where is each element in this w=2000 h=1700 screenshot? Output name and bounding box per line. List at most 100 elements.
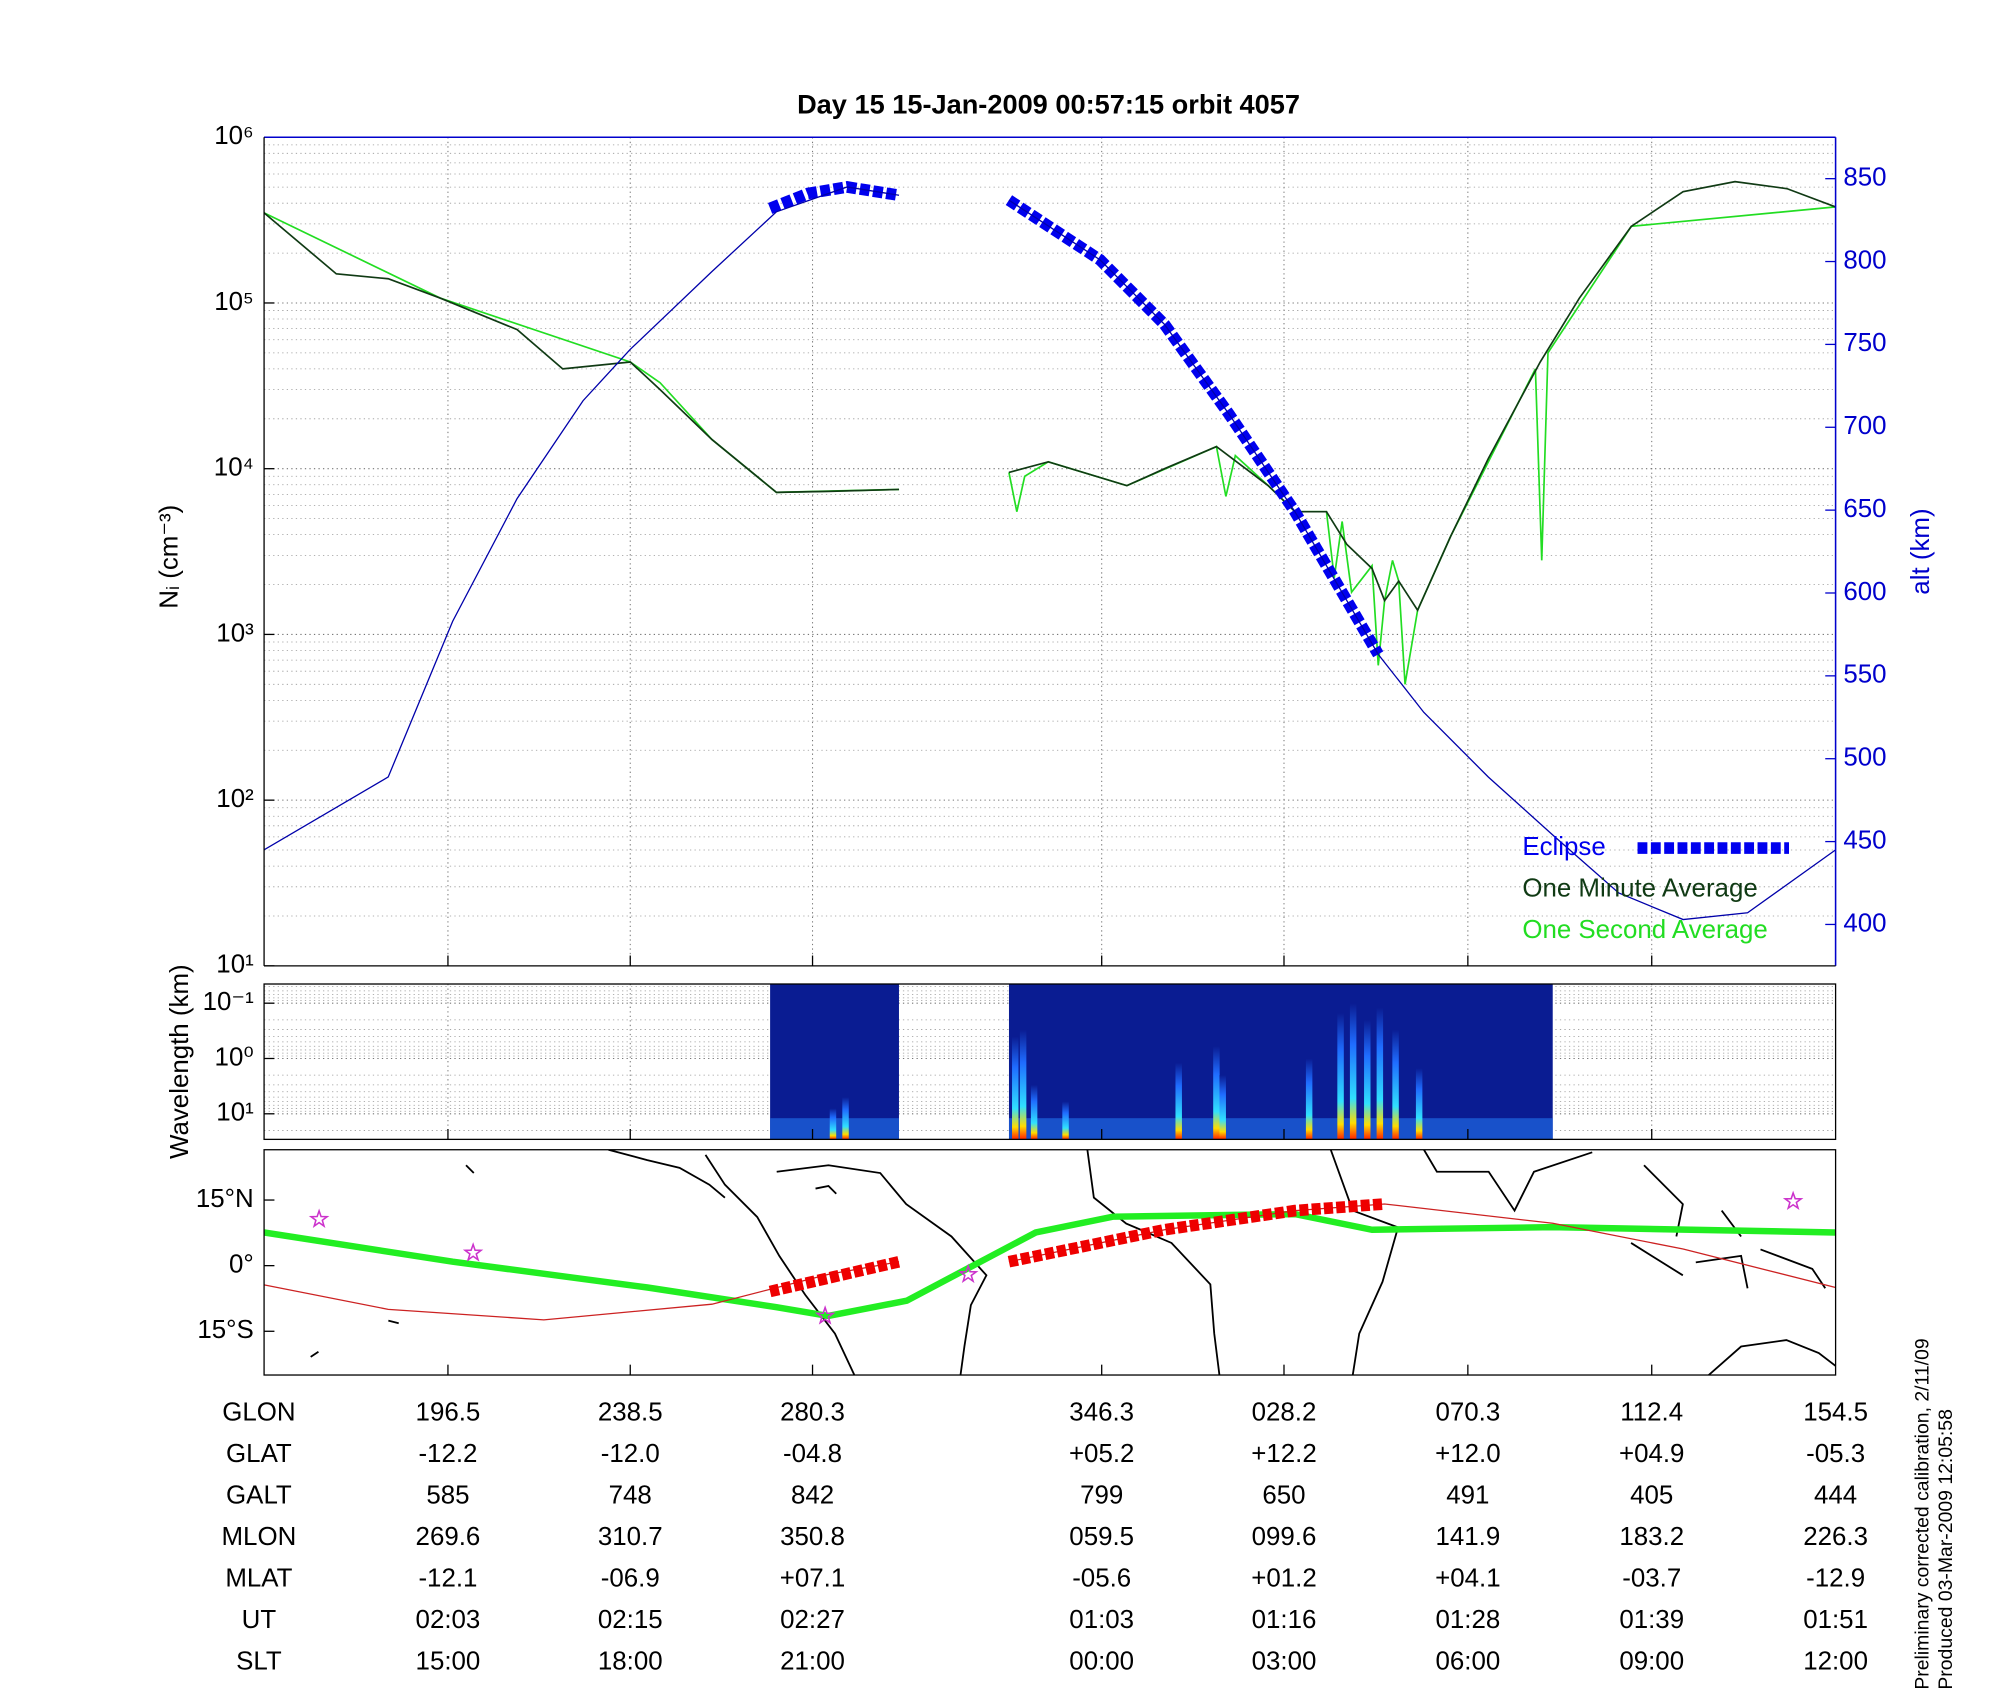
- table-cell: +04.1: [1435, 1564, 1500, 1592]
- table-cell: 748: [609, 1482, 652, 1510]
- table-cell: 01:28: [1435, 1606, 1500, 1634]
- note: Preliminary corrected calibration, 2/11/…: [1912, 1338, 1934, 1689]
- legend-label: Eclipse: [1522, 833, 1605, 861]
- data-line: [264, 180, 1836, 612]
- y2-tick-label: 700: [1843, 412, 1886, 440]
- table-cell: +12.0: [1435, 1440, 1500, 1468]
- table-cell: 350.8: [780, 1523, 845, 1551]
- spectrogram-burst: [842, 1097, 849, 1140]
- frame: [263, 1149, 1837, 1376]
- table-cell: 112.4: [1620, 1399, 1683, 1427]
- spectrogram-burst: [1376, 1007, 1384, 1140]
- table-cell: 444: [1814, 1482, 1857, 1510]
- data-line: [768, 1198, 1386, 1298]
- table-cell: 01:16: [1252, 1606, 1317, 1634]
- coastline: [310, 1164, 837, 1358]
- table-cell: -12.1: [418, 1564, 477, 1592]
- table-cell: 070.3: [1435, 1399, 1500, 1427]
- table-cell: 280.3: [780, 1399, 845, 1427]
- table-cell: 059.5: [1069, 1523, 1134, 1551]
- row-label: UT: [242, 1606, 277, 1634]
- table-cell: 15:00: [416, 1647, 481, 1675]
- table-cell: 799: [1080, 1482, 1123, 1510]
- star-marker: [1782, 1190, 1804, 1211]
- y-tick-label: 10²: [216, 785, 254, 813]
- legend-label: One Minute Average: [1522, 874, 1757, 902]
- coastline: [1423, 1149, 1593, 1213]
- y2-axis-label: alt (km): [1907, 508, 1935, 594]
- data-line: [264, 1203, 1836, 1321]
- data-line: [264, 1210, 1836, 1320]
- table-cell: 02:15: [598, 1606, 663, 1634]
- spectrogram-burst: [1364, 1019, 1371, 1140]
- y2-tick-label: 400: [1843, 909, 1886, 937]
- plot-area: [264, 1190, 1836, 1325]
- y2-tick-label: 500: [1843, 744, 1886, 772]
- row-label: MLON: [222, 1523, 297, 1551]
- table-cell: 491: [1446, 1482, 1489, 1510]
- spectrogram-segment: [1008, 984, 1553, 1140]
- y2-tick-label: 750: [1843, 329, 1886, 357]
- y-tick-label: 10⁰: [215, 1043, 254, 1071]
- table-cell: 842: [791, 1482, 834, 1510]
- y-tick-label: 10¹: [216, 951, 254, 979]
- star-marker: [957, 1263, 979, 1284]
- plot-area: [264, 984, 1836, 1140]
- table-cell: 01:03: [1069, 1606, 1134, 1634]
- y-tick-label: 10⁴: [214, 454, 254, 482]
- y-tick-label: 10⁵: [214, 288, 254, 316]
- spectrogram-burst: [1012, 1036, 1019, 1140]
- row-label: MLAT: [225, 1564, 292, 1592]
- y2-tick-label: 850: [1843, 164, 1886, 192]
- table-cell: 06:00: [1435, 1647, 1500, 1675]
- row-label: GLAT: [226, 1440, 292, 1468]
- spectrogram-burst: [1062, 1101, 1069, 1140]
- table-cell: +07.1: [780, 1564, 845, 1592]
- table-cell: 226.3: [1803, 1523, 1868, 1551]
- table-cell: 099.6: [1252, 1523, 1317, 1551]
- table-cell: -12.0: [601, 1440, 660, 1468]
- table-cell: 09:00: [1619, 1647, 1684, 1675]
- coastline: [1329, 1149, 1400, 1376]
- y2-tick-label: 450: [1843, 826, 1886, 854]
- table-cell: 03:00: [1252, 1647, 1317, 1675]
- y-tick-label: 10³: [216, 619, 254, 647]
- table-cell: 585: [426, 1482, 469, 1510]
- coastline: [1086, 1149, 1221, 1376]
- data-line: [264, 186, 1836, 921]
- spectrogram-burst: [1219, 1075, 1226, 1140]
- table-cell: 01:51: [1803, 1606, 1868, 1634]
- table-cell: +04.9: [1619, 1440, 1684, 1468]
- spectrogram-floor: [1008, 1118, 1553, 1140]
- table-cell: -05.3: [1806, 1440, 1865, 1468]
- table-cell: -12.2: [418, 1440, 477, 1468]
- table-cell: 02:27: [780, 1606, 845, 1634]
- table-cell: 01:39: [1619, 1606, 1684, 1634]
- spectrogram-burst: [1415, 1068, 1423, 1140]
- star-marker: [814, 1305, 836, 1325]
- table-cell: 12:00: [1803, 1647, 1868, 1675]
- spectrogram-burst: [1337, 1012, 1344, 1140]
- table-cell: 405: [1630, 1482, 1673, 1510]
- row-label: SLT: [236, 1647, 282, 1675]
- table-cell: +12.2: [1251, 1440, 1316, 1468]
- plot-area: [264, 137, 1836, 966]
- table-cell: -03.7: [1622, 1564, 1681, 1592]
- table-cell: -12.9: [1806, 1564, 1865, 1592]
- y-tick-label: 0°: [229, 1250, 254, 1278]
- y2-tick-label: 550: [1843, 661, 1886, 689]
- chart-title: Day 15 15-Jan-2009 00:57:15 orbit 4057: [797, 88, 1300, 119]
- spectrogram-burst: [829, 1108, 837, 1140]
- table-cell: -04.8: [783, 1440, 842, 1468]
- spectrogram-burst: [1019, 1029, 1027, 1140]
- table-cell: 02:03: [416, 1606, 481, 1634]
- y-tick-label: 10⁻¹: [203, 988, 254, 1016]
- y-tick-label: 15°N: [196, 1185, 254, 1213]
- table-cell: +05.2: [1069, 1440, 1134, 1468]
- row-label: GLON: [222, 1399, 295, 1427]
- table-cell: 028.2: [1252, 1399, 1317, 1427]
- y-tick-label: 10¹: [216, 1099, 254, 1127]
- table-cell: 346.3: [1069, 1399, 1134, 1427]
- coastline: [608, 1149, 726, 1199]
